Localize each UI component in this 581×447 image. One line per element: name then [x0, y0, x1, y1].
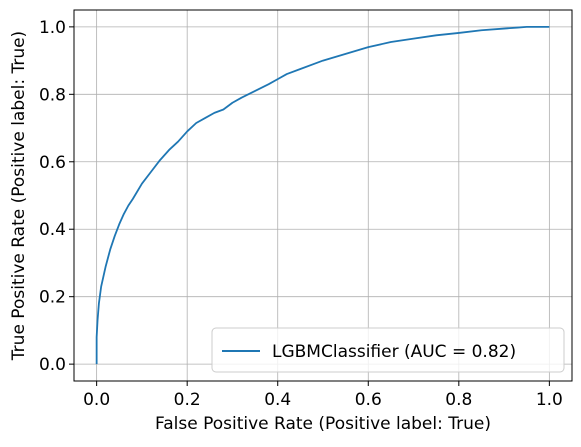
legend: LGBMClassifier (AUC = 0.82)	[211, 327, 565, 373]
roc-curve-line	[95, 25, 550, 365]
y-tick-label: 0.4	[39, 220, 66, 240]
x-tick-label: 0.2	[174, 390, 201, 410]
y-tick-label: 0.2	[39, 288, 66, 308]
grid-layer	[74, 10, 572, 381]
y-tick-label: 0.8	[39, 85, 66, 105]
legend-box	[211, 327, 565, 373]
x-tick-label: 0.8	[445, 390, 472, 410]
x-tick-label: 1.0	[536, 390, 563, 410]
x-tick-label: 0.4	[264, 390, 291, 410]
series-layer	[95, 25, 550, 365]
y-axis-label: True Positive Rate (Positive label: True…	[9, 31, 29, 361]
ticks-layer: 0.0 0.2 0.4 0.6 0.8 1.0 0.0 0.2 0.4 0.6 0.8 1.0	[39, 18, 563, 410]
x-tick-label: 0.0	[83, 390, 110, 410]
y-tick-label: 1.0	[39, 18, 66, 38]
y-tick-label: 0.6	[39, 153, 66, 173]
legend-label: LGBMClassifier (AUC = 0.82)	[272, 342, 516, 362]
plot-frame	[73, 9, 573, 382]
x-axis-label: False Positive Rate (Positive label: Tru…	[155, 414, 491, 434]
x-tick-label: 0.6	[355, 390, 382, 410]
y-tick-label: 0.0	[39, 355, 66, 375]
